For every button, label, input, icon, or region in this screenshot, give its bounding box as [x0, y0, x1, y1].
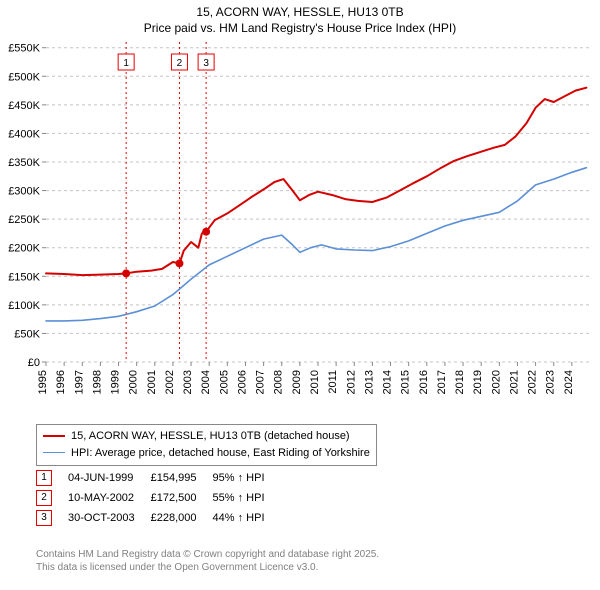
svg-text:2: 2 [177, 58, 183, 69]
event-hpi-delta: 55% ↑ HPI [213, 488, 281, 508]
legend-label: 15, ACORN WAY, HESSLE, HU13 0TB (detache… [71, 428, 350, 445]
svg-text:2009: 2009 [291, 370, 303, 394]
event-number-box: 2 [36, 490, 52, 506]
chart-title-block: 15, ACORN WAY, HESSLE, HU13 0TB Price pa… [0, 0, 600, 36]
legend-row: HPI: Average price, detached house, East… [43, 445, 370, 462]
svg-text:£50K: £50K [14, 328, 40, 340]
event-hpi-delta: 44% ↑ HPI [213, 508, 281, 528]
event-row: 2 10-MAY-2002£172,50055% ↑ HPI [36, 488, 281, 508]
legend-label: HPI: Average price, detached house, East… [71, 445, 370, 462]
event-number: 2 [36, 488, 68, 508]
svg-text:2023: 2023 [545, 370, 557, 394]
svg-text:2002: 2002 [164, 370, 176, 394]
svg-text:1995: 1995 [37, 370, 49, 394]
svg-text:2010: 2010 [309, 370, 321, 394]
svg-text:2014: 2014 [382, 370, 394, 394]
svg-text:£500K: £500K [8, 71, 40, 83]
svg-text:£450K: £450K [8, 100, 40, 112]
svg-text:2011: 2011 [327, 370, 339, 394]
legend-row: 15, ACORN WAY, HESSLE, HU13 0TB (detache… [43, 428, 370, 445]
svg-text:2017: 2017 [436, 370, 448, 394]
svg-text:2008: 2008 [273, 370, 285, 394]
legend-swatch [43, 452, 65, 453]
svg-text:£250K: £250K [8, 214, 40, 226]
footer-line-1: Contains HM Land Registry data © Crown c… [36, 548, 379, 561]
svg-text:1996: 1996 [55, 370, 67, 394]
svg-text:2016: 2016 [418, 370, 430, 394]
event-number-box: 1 [36, 470, 52, 486]
svg-text:2004: 2004 [200, 370, 212, 394]
event-number: 1 [36, 468, 68, 488]
event-date: 30-OCT-2003 [68, 508, 151, 528]
svg-text:2024: 2024 [563, 370, 575, 394]
event-number: 3 [36, 508, 68, 528]
event-number-box: 3 [36, 510, 52, 526]
svg-text:2001: 2001 [146, 370, 158, 394]
event-price: £228,000 [151, 508, 213, 528]
events-table: 1 04-JUN-1999£154,99595% ↑ HPI 2 10-MAY-200… [36, 468, 281, 528]
event-date: 10-MAY-2002 [68, 488, 151, 508]
chart-svg: £0 £50K £100K £150K £200K £250K £300K £350K £400… [0, 38, 600, 418]
svg-text:3: 3 [203, 58, 209, 69]
svg-text:2022: 2022 [527, 370, 539, 394]
svg-text:1997: 1997 [73, 370, 85, 394]
svg-text:1: 1 [123, 58, 129, 69]
svg-text:£550K: £550K [8, 43, 40, 55]
svg-text:2021: 2021 [508, 370, 520, 394]
svg-text:1999: 1999 [110, 370, 122, 394]
svg-text:1998: 1998 [91, 370, 103, 394]
title-line-1: 15, ACORN WAY, HESSLE, HU13 0TB [0, 4, 600, 20]
svg-text:£350K: £350K [8, 157, 40, 169]
svg-text:£0: £0 [28, 357, 40, 369]
event-price: £154,995 [151, 468, 213, 488]
svg-text:2003: 2003 [182, 370, 194, 394]
svg-text:2006: 2006 [236, 370, 248, 394]
svg-text:£150K: £150K [8, 271, 40, 283]
event-hpi-delta: 95% ↑ HPI [213, 468, 281, 488]
event-price: £172,500 [151, 488, 213, 508]
chart: £0 £50K £100K £150K £200K £250K £300K £350K £400… [0, 38, 600, 418]
svg-text:2007: 2007 [255, 370, 267, 394]
event-date: 04-JUN-1999 [68, 468, 151, 488]
svg-text:2000: 2000 [128, 370, 140, 394]
svg-text:£100K: £100K [8, 300, 40, 312]
title-line-2: Price paid vs. HM Land Registry's House … [0, 20, 600, 36]
svg-text:2015: 2015 [400, 370, 412, 394]
svg-text:2005: 2005 [218, 370, 230, 394]
svg-text:2019: 2019 [472, 370, 484, 394]
svg-text:2020: 2020 [490, 370, 502, 394]
footer: Contains HM Land Registry data © Crown c… [36, 548, 379, 574]
footer-line-2: This data is licensed under the Open Gov… [36, 561, 379, 574]
legend-swatch [43, 435, 65, 437]
svg-text:£400K: £400K [8, 128, 40, 140]
event-row: 3 30-OCT-2003£228,00044% ↑ HPI [36, 508, 281, 528]
legend: 15, ACORN WAY, HESSLE, HU13 0TB (detache… [36, 424, 377, 466]
event-row: 1 04-JUN-1999£154,99595% ↑ HPI [36, 468, 281, 488]
svg-text:2013: 2013 [363, 370, 375, 394]
svg-text:£200K: £200K [8, 243, 40, 255]
svg-text:£300K: £300K [8, 186, 40, 198]
svg-text:2012: 2012 [345, 370, 357, 394]
svg-text:2018: 2018 [454, 370, 466, 394]
